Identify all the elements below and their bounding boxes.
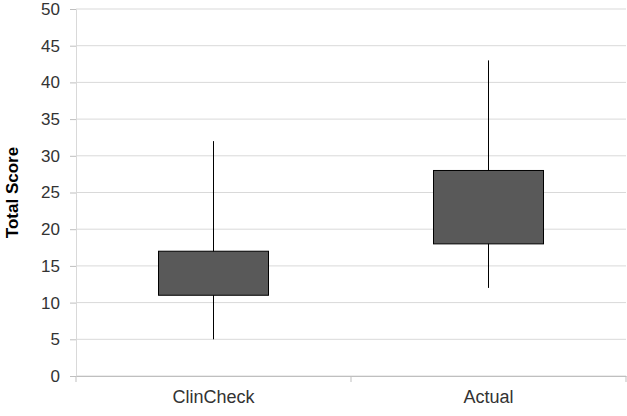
y-tick-label: 25: [41, 183, 60, 202]
grid-line: [76, 339, 626, 340]
y-tick-mark: [70, 156, 76, 157]
x-boundary-tick: [626, 376, 627, 382]
y-axis: 0 5 10 15 20 25 30 35 40 45 50: [41, 0, 76, 386]
y-tick-mark: [70, 9, 76, 10]
y-tick: 5: [51, 330, 76, 349]
y-tick: 50: [41, 0, 76, 19]
x-tick: Actual: [463, 376, 513, 407]
y-tick: 30: [41, 147, 76, 166]
plot-area: [159, 60, 544, 339]
y-tick-label: 35: [41, 110, 60, 129]
y-tick-label: 50: [41, 0, 60, 19]
grid-line: [76, 155, 626, 156]
box-body: [434, 170, 544, 243]
y-tick: 25: [41, 183, 76, 202]
y-tick-label: 30: [41, 147, 60, 166]
y-tick-mark: [70, 376, 76, 377]
x-axis: ClinCheck Actual: [77, 376, 627, 407]
grid-line: [76, 302, 626, 303]
box: [434, 60, 544, 288]
y-tick-label: 20: [41, 220, 60, 239]
y-tick: 10: [41, 294, 76, 313]
y-tick-mark: [70, 339, 76, 340]
grid: [76, 9, 626, 376]
x-boundary-ticks: [76, 376, 626, 382]
y-tick-label: 0: [51, 367, 60, 386]
box-body: [159, 251, 269, 295]
y-tick-mark: [70, 266, 76, 267]
grid-line: [76, 82, 626, 83]
y-tick-mark: [70, 303, 76, 304]
y-tick-label: 5: [51, 330, 60, 349]
y-tick-mark: [70, 46, 76, 47]
x-tick: ClinCheck: [172, 376, 255, 407]
y-tick-label: 10: [41, 294, 60, 313]
y-tick-label: 15: [41, 257, 60, 276]
x-tick-label: Actual: [463, 387, 513, 407]
y-tick-mark: [70, 193, 76, 194]
y-tick: 45: [41, 37, 76, 56]
y-tick: 40: [41, 73, 76, 92]
whisker: [213, 141, 214, 339]
x-tick-label: ClinCheck: [172, 387, 255, 407]
y-tick: 20: [41, 220, 76, 239]
y-tick-mark: [70, 119, 76, 120]
x-boundary-tick: [351, 376, 352, 382]
grid-line: [76, 119, 626, 120]
y-axis-line: [70, 10, 77, 377]
y-tick-label: 40: [41, 73, 60, 92]
y-tick: 15: [41, 257, 76, 276]
y-tick-label: 45: [41, 37, 60, 56]
grid-line: [76, 45, 626, 46]
y-tick: 35: [41, 110, 76, 129]
box: [159, 141, 269, 339]
y-tick: 0: [51, 367, 76, 386]
chart: 0 5 10 15 20 25 30 35 40 45 50 ClinCheck Actual Total…: [0, 0, 627, 416]
x-boundary-tick: [76, 376, 77, 382]
y-tick-mark: [70, 82, 76, 83]
y-tick-mark: [70, 229, 76, 230]
y-axis-title: Total Score: [3, 147, 22, 238]
grid-line: [76, 9, 626, 10]
